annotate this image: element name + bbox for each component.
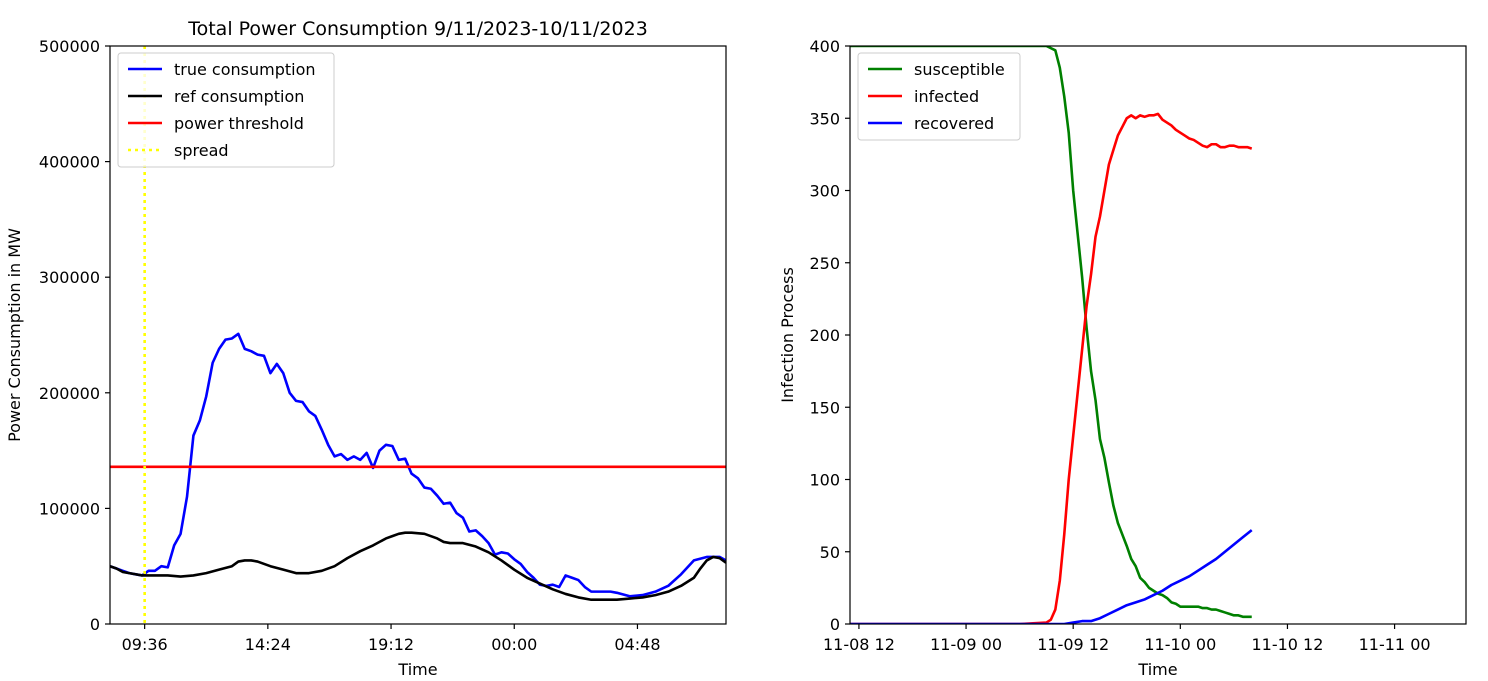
x-tick-label: 19:12	[368, 635, 414, 654]
x-tick-label: 11-10 00	[1144, 635, 1216, 654]
series-line-true-consumption	[110, 332, 726, 598]
chart-0-legend: true consumption ref consumption power thr…	[117, 52, 335, 168]
chart-1-plot-area	[850, 46, 1466, 624]
y-tick-label: 400	[809, 37, 840, 56]
chart-title: Total Power Consumption 9/11/2023-10/11/…	[187, 18, 648, 40]
legend-box	[117, 52, 335, 168]
x-tick-label: 14:24	[245, 635, 291, 654]
legend-box	[857, 52, 1021, 141]
x-tick-label: 09:36	[122, 635, 168, 654]
x-axis-label: Time	[1137, 660, 1177, 679]
legend-label-susceptible: susceptible	[914, 60, 1005, 79]
x-tick-label: 11-11 00	[1359, 635, 1431, 654]
y-axis-label: Infection Process	[778, 267, 797, 403]
x-tick-label: 04:48	[614, 635, 660, 654]
legend-label-recovered: recovered	[914, 114, 994, 133]
legend-label-true-consumption: true consumption	[174, 60, 316, 79]
chart-0-axes-frame	[109, 45, 727, 625]
x-axis-label: Time	[397, 660, 437, 679]
y-axis-label: Power Consumption in MW	[5, 228, 24, 442]
x-tick-label: 11-10 12	[1251, 635, 1323, 654]
chart-0-data-layer	[110, 46, 726, 624]
y-tick-label: 200	[809, 326, 840, 345]
y-tick-label: 50	[820, 543, 840, 562]
y-tick-label: 150	[809, 398, 840, 417]
y-tick-label: 300	[809, 182, 840, 201]
y-tick-label: 200000	[39, 384, 100, 403]
y-tick-label: 0	[830, 615, 840, 634]
series-line-infected	[850, 112, 1253, 624]
x-tick-label: 11-09 00	[930, 635, 1002, 654]
infection-process-chart: 0 50 100 150 200 250 300 350 400 11-08 12 11-09 00…	[778, 37, 1467, 679]
y-tick-label: 350	[809, 109, 840, 128]
y-tick-label: 250	[809, 254, 840, 273]
y-tick-label: 300000	[39, 268, 100, 287]
y-tick-label: 500000	[39, 37, 100, 56]
series-line-susceptible	[850, 46, 1252, 619]
legend-label-spread: spread	[174, 141, 229, 160]
series-line-ref-consumption	[110, 531, 726, 602]
x-tick-label: 11-09 12	[1037, 635, 1109, 654]
power-consumption-chart: 0 100000 200000 300000 400000 500000 09:36 14:2…	[5, 18, 727, 679]
x-tick-label: 00:00	[491, 635, 537, 654]
legend-label-infected: infected	[914, 87, 979, 106]
legend-label-ref-consumption: ref consumption	[174, 87, 304, 106]
chart-1-legend: susceptible infected recovered	[857, 52, 1021, 141]
x-tick-label: 11-08 12	[823, 635, 895, 654]
y-tick-label: 100	[809, 471, 840, 490]
chart-1-data-layer	[850, 46, 1253, 624]
series-line-recovered	[850, 529, 1253, 624]
y-tick-label: 0	[90, 615, 100, 634]
y-tick-label: 400000	[39, 153, 100, 172]
y-tick-label: 100000	[39, 499, 100, 518]
legend-label-power-threshold: power threshold	[174, 114, 304, 133]
